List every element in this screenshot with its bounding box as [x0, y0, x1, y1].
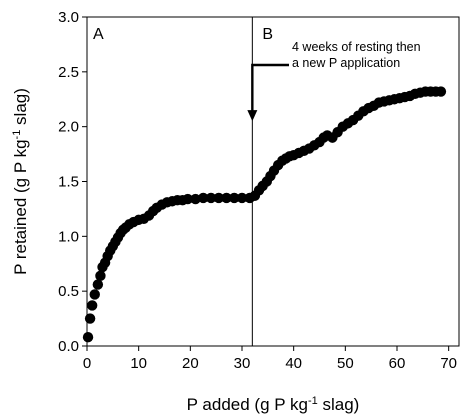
data-point [82, 332, 94, 343]
x-tick-label: 20 [182, 355, 199, 372]
y-axis-label-sup: -1 [11, 130, 23, 140]
x-tick-label: 50 [337, 355, 354, 372]
annotation-line-2: a new P application [292, 56, 400, 70]
annotation-arrow-line [251, 63, 289, 112]
data-point [86, 300, 98, 311]
y-tick-label: 1.5 [58, 174, 79, 191]
x-axis-label: P added (g P kg-1 slag) [187, 395, 360, 414]
data-point [89, 289, 100, 300]
x-axis-label-sup: -1 [308, 395, 318, 407]
y-axis-label-main: P retained (g P kg [11, 139, 30, 274]
panel-label-a: A [93, 26, 104, 43]
panel-label-b: B [262, 26, 273, 43]
annotation-line-1: 4 weeks of resting then [292, 40, 421, 54]
y-axis-label: P retained (g P kg-1 slag) [11, 88, 30, 275]
x-axis-label-tail: slag) [318, 395, 360, 414]
y-tick-label: 1.0 [58, 228, 79, 245]
y-tick-label: 3.0 [58, 9, 79, 26]
data-point [190, 193, 201, 205]
x-tick-label: 60 [389, 355, 406, 372]
y-axis-label-tail: slag) [11, 88, 30, 130]
y-tick-label: 0.5 [58, 283, 79, 300]
data-point [236, 192, 248, 204]
x-tick-label: 10 [130, 355, 147, 372]
annotation-arrow-head [247, 110, 258, 122]
data-point [229, 192, 240, 204]
annotation-arrow [247, 63, 289, 122]
x-tick-label: 30 [234, 355, 251, 372]
data-point [84, 313, 96, 324]
data-point [182, 193, 193, 205]
x-axis-label-main: P added (g P kg [187, 395, 308, 414]
data-point [205, 192, 217, 204]
data-points [82, 86, 447, 343]
plot-frame [86, 16, 460, 347]
x-tick-label: 0 [83, 355, 91, 372]
data-point [95, 270, 106, 282]
x-tick-label: 70 [440, 355, 457, 372]
plot-border [86, 16, 460, 347]
data-point [435, 86, 447, 97]
y-tick-label: 2.0 [58, 119, 79, 136]
data-point [213, 192, 224, 204]
data-point [198, 192, 209, 204]
data-point [92, 279, 104, 290]
y-tick-label: 0.0 [58, 338, 79, 355]
data-point [221, 192, 232, 204]
axis-ticks: 0 10 20 30 40 50 60 70 0.0 0.5 1.0 1.5 2.0 2.5 3.0 [58, 9, 457, 372]
y-tick-label: 2.5 [58, 64, 79, 81]
x-tick-label: 40 [285, 355, 302, 372]
